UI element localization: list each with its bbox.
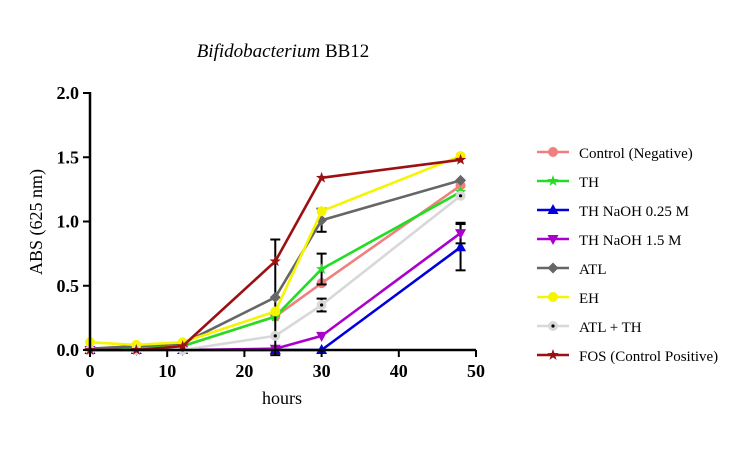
- data-point: [455, 174, 467, 186]
- legend-label: TH NaOH 1.5 M: [579, 233, 682, 249]
- legend-label: FOS (Control Positive): [579, 349, 718, 365]
- data-point: [455, 241, 467, 252]
- legend-marker: [548, 147, 558, 157]
- legend-item: ATL: [537, 262, 607, 278]
- data-point: [455, 190, 466, 201]
- x-tick-label: 20: [235, 361, 253, 381]
- data-point-center: [273, 334, 277, 338]
- y-tick-label: 1.0: [57, 212, 80, 232]
- x-tick-label: 10: [158, 361, 176, 381]
- x-tick-label: 30: [313, 361, 331, 381]
- legend-item: TH NaOH 0.25 M: [537, 204, 689, 220]
- chart-title-rest: BB12: [320, 41, 369, 62]
- data-point: [269, 291, 281, 303]
- chart-title-italic: Bifidobacterium: [197, 41, 320, 62]
- legend-item: TH: [537, 175, 599, 191]
- legend-marker: [548, 292, 558, 302]
- y-tick-label: 0.5: [57, 276, 80, 296]
- plot-area: [84, 150, 467, 357]
- legend-item: ATL + TH: [537, 320, 642, 336]
- legend-label: ATL: [579, 262, 607, 278]
- data-point-center: [458, 194, 463, 198]
- data-point-center: [320, 303, 324, 307]
- data-point: [270, 330, 281, 341]
- y-axis-label: ABS (625 nm): [26, 169, 47, 275]
- legend-marker: [547, 175, 559, 186]
- axes: 0.0 0.5 1.0 1.5 2.0 0 10 20 30 40 50: [57, 83, 486, 381]
- legend-label: ATL + TH: [579, 320, 642, 336]
- y-tick-label: 2.0: [57, 83, 80, 103]
- legend-label: TH: [579, 175, 599, 191]
- legend-marker: [547, 235, 559, 245]
- legend-item: FOS (Control Positive): [537, 349, 718, 365]
- legend-item: EH: [537, 291, 599, 307]
- data-point: [269, 255, 281, 267]
- series-5: [84, 174, 467, 357]
- legend-item: Control (Negative): [537, 146, 693, 162]
- data-point: [455, 229, 467, 240]
- legend-label: TH NaOH 0.25 M: [579, 204, 689, 220]
- legend-marker: [547, 349, 559, 360]
- data-point: [316, 331, 328, 342]
- x-tick-label: 0: [86, 361, 95, 381]
- legend-item: TH NaOH 1.5 M: [537, 233, 682, 249]
- series-line: [89, 154, 462, 347]
- chart-title: Bifidobacterium BB12: [197, 41, 370, 62]
- data-point: [454, 153, 467, 165]
- series-line: [89, 179, 461, 351]
- x-tick-label: 50: [467, 361, 485, 381]
- legend-marker: [547, 262, 559, 274]
- x-axis-label: hours: [262, 388, 302, 408]
- data-point: [315, 171, 328, 183]
- data-point: [270, 306, 281, 317]
- legend-marker: [548, 321, 558, 331]
- legend: Control (Negative) TH TH NaOH 0.25 M TH NaO…: [537, 146, 718, 365]
- legend-label: EH: [579, 291, 599, 307]
- y-tick-label: 1.5: [57, 147, 80, 167]
- x-tick-label: 40: [390, 361, 408, 381]
- y-tick-label: 0.0: [57, 340, 80, 360]
- legend-label: Control (Negative): [579, 146, 693, 162]
- data-point: [316, 206, 327, 217]
- data-point: [315, 263, 328, 274]
- data-point: [176, 340, 189, 351]
- legend-marker: [547, 204, 559, 214]
- legend-marker-center: [551, 324, 555, 328]
- data-point: [316, 300, 327, 311]
